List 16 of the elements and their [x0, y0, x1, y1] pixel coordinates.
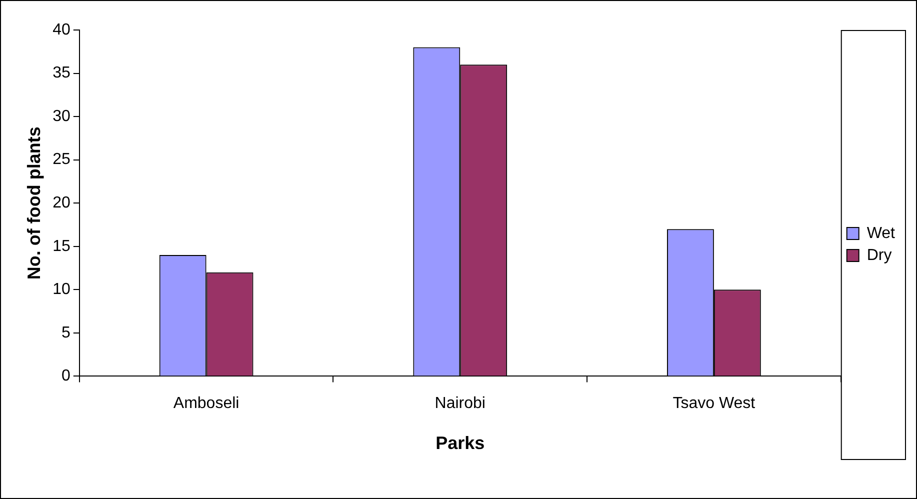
- x-tick-label: Tsavo West: [672, 395, 756, 412]
- x-tick-label: Nairobi: [434, 395, 486, 412]
- y-tick-label: 5: [61, 324, 70, 342]
- x-axis-title: Parks: [436, 433, 485, 454]
- legend-label: Dry: [866, 246, 892, 264]
- y-axis-title: No. of food plants: [24, 126, 44, 280]
- y-tick-label: 10: [52, 281, 70, 298]
- y-tick-label: 15: [52, 238, 70, 255]
- y-tick-label: 20: [52, 194, 70, 212]
- y-tick-label: 35: [52, 64, 70, 82]
- y-tick-label: 25: [52, 151, 70, 168]
- y-tick-label: 30: [52, 108, 70, 125]
- legend-label: Wet: [866, 224, 896, 242]
- x-tick-label: Amboseli: [173, 395, 240, 412]
- y-tick-label: 40: [52, 21, 70, 38]
- y-tick-label: 0: [61, 368, 70, 385]
